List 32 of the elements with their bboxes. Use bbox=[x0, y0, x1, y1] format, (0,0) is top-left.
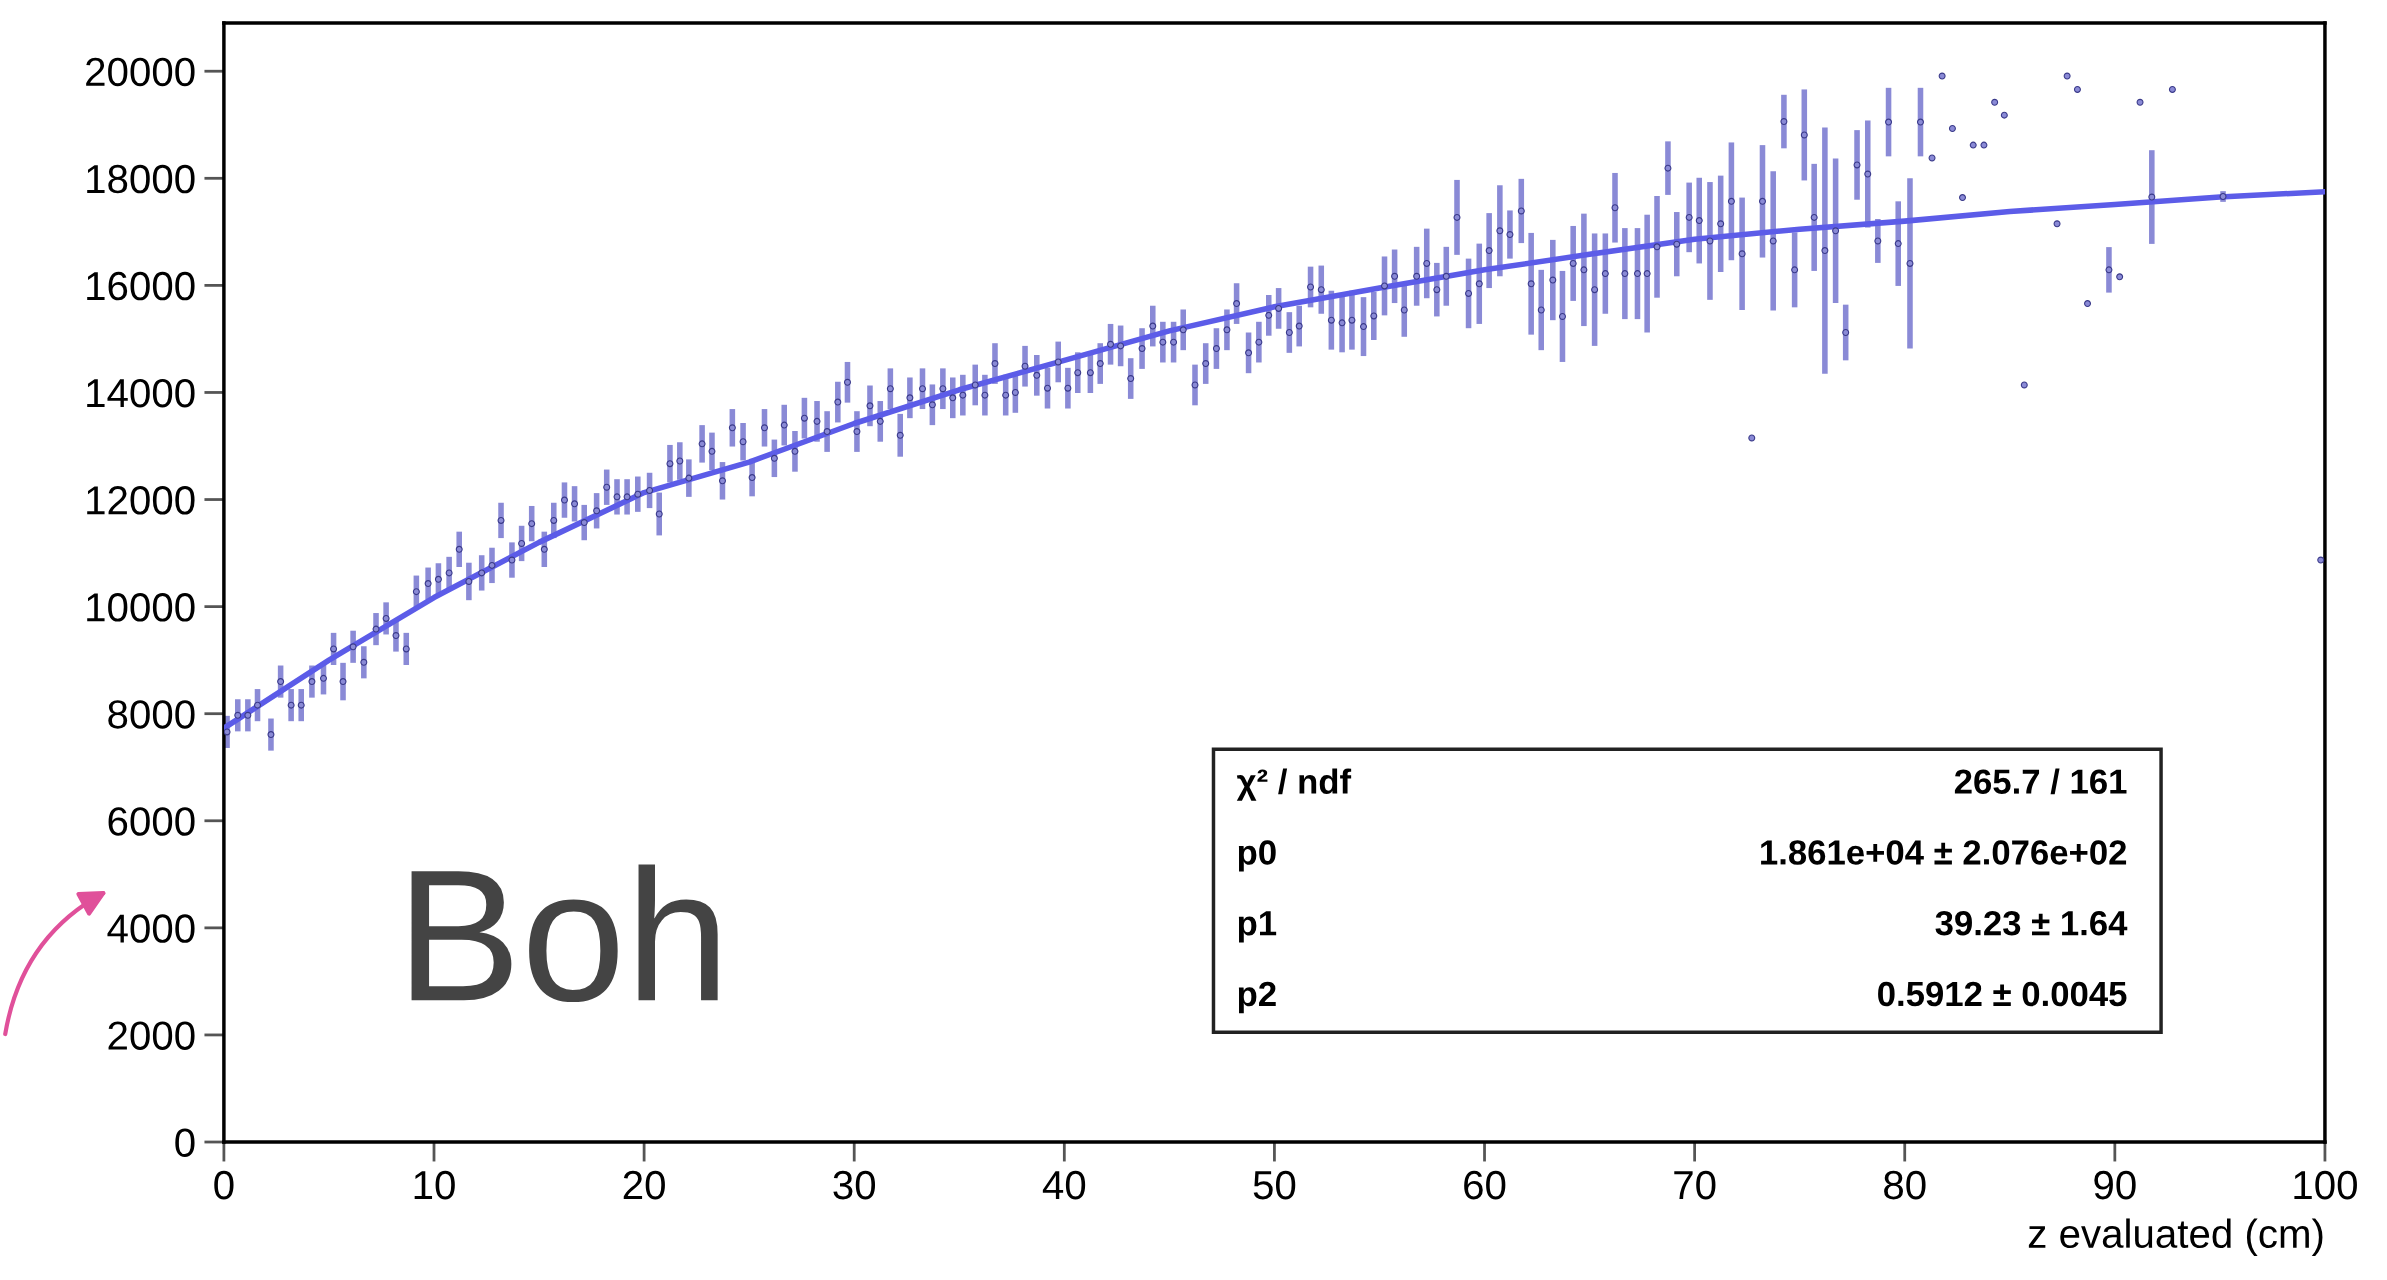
y-tick-label: 0 bbox=[175, 1128, 195, 1158]
x-tick-label: 70 bbox=[1674, 1170, 1716, 1200]
y-tick-label: 16000 bbox=[87, 271, 195, 301]
y-tick-label: 10000 bbox=[87, 593, 195, 622]
x-axis-title: z evaluated (cm) bbox=[2028, 1218, 2323, 1256]
annotation: 1.861e+04 ± 2.076e+02 bbox=[1761, 840, 2127, 865]
x-tick-label: 20 bbox=[623, 1170, 665, 1200]
y-tick-label: 12000 bbox=[87, 486, 195, 515]
x-tick-label: 100 bbox=[2294, 1170, 2357, 1200]
annotation: 0.5912 ± 0.0045 bbox=[1878, 981, 2127, 1007]
y-tick-label: 2000 bbox=[108, 1021, 195, 1050]
annotation: p2 bbox=[1238, 981, 1276, 1014]
annotation: χ² / ndf bbox=[1236, 768, 1352, 801]
x-tick-label: 60 bbox=[1464, 1170, 1506, 1200]
x-tick-label: 30 bbox=[833, 1170, 876, 1200]
annotation: p1 bbox=[1238, 911, 1277, 943]
x-tick-label: 80 bbox=[1884, 1170, 1926, 1200]
annotation: p0 bbox=[1238, 840, 1276, 872]
y-tick-label: 4000 bbox=[107, 914, 195, 943]
y-tick-label: 6000 bbox=[108, 807, 195, 836]
x-tick-label: 40 bbox=[1042, 1170, 1086, 1200]
y-tick-label: 14000 bbox=[87, 378, 195, 408]
x-tick-label: 50 bbox=[1253, 1170, 1296, 1200]
annotation: 265.7 / 161 bbox=[1954, 768, 2127, 795]
y-tick-label: 18000 bbox=[87, 164, 195, 194]
annotation: Boh bbox=[411, 864, 718, 1003]
x-tick-label: 0 bbox=[214, 1170, 234, 1200]
x-tick-label: 10 bbox=[414, 1170, 455, 1200]
y-tick-label: 20000 bbox=[86, 57, 195, 87]
x-tick-label: 90 bbox=[2094, 1170, 2136, 1200]
y-tick-label: 8000 bbox=[108, 700, 195, 729]
annotation: 39.23 ± 1.64 bbox=[1935, 910, 2128, 936]
